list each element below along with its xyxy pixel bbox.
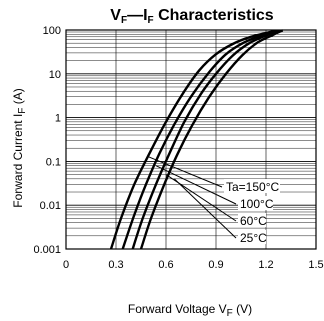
y-tick-label: 0.1 — [46, 156, 61, 168]
legend-label-bg-0 — [224, 179, 280, 193]
x-tick-label: 0 — [63, 259, 69, 271]
legend-label-bg-1 — [238, 196, 273, 210]
series-line-0 — [109, 29, 275, 250]
chart-title: VF—IF Characteristics — [110, 7, 274, 26]
legend-pointer-0 — [147, 155, 223, 188]
y-tick-label: 100 — [43, 25, 61, 37]
y-axis-label: Forward Current IF (A) — [11, 88, 28, 207]
series-lines — [109, 29, 284, 250]
x-tick-label: 1.5 — [308, 259, 323, 271]
legend-label-1: 100°C — [240, 197, 274, 211]
legend-label-2: 60°C — [240, 214, 267, 228]
legend-pointer-3 — [173, 178, 237, 239]
x-tick-label: 0.9 — [208, 259, 223, 271]
y-tick-label: 0.01 — [40, 200, 61, 212]
y-tick-labels: 0.001 0.01 0.1 1 10 100 — [33, 25, 61, 256]
legend: Ta=150°C 100°C 60°C 25°C — [147, 155, 280, 245]
series-line-1 — [121, 29, 279, 250]
series-line-2 — [131, 29, 280, 250]
legend-label-bg-3 — [238, 230, 266, 244]
y-tick-label: 0.001 — [33, 244, 61, 256]
legend-label-bg-2 — [238, 213, 266, 227]
x-tick-label: 0.3 — [108, 259, 123, 271]
plot-frame — [65, 29, 317, 250]
x-tick-label: 0.6 — [158, 259, 173, 271]
x-tick-label: 1.2 — [258, 259, 273, 271]
legend-label-0: Ta=150°C — [226, 180, 280, 194]
x-tick-labels: 0 0.3 0.6 0.9 1.2 1.5 — [63, 259, 324, 271]
y-tick-label: 10 — [49, 69, 61, 81]
series-line-3 — [139, 29, 284, 250]
y-tick-label: 1 — [55, 113, 61, 125]
x-axis-label: Forward Voltage VF (V) — [128, 302, 252, 319]
grid — [66, 30, 316, 250]
legend-pointer-1 — [155, 165, 237, 205]
legend-label-3: 25°C — [240, 231, 267, 245]
